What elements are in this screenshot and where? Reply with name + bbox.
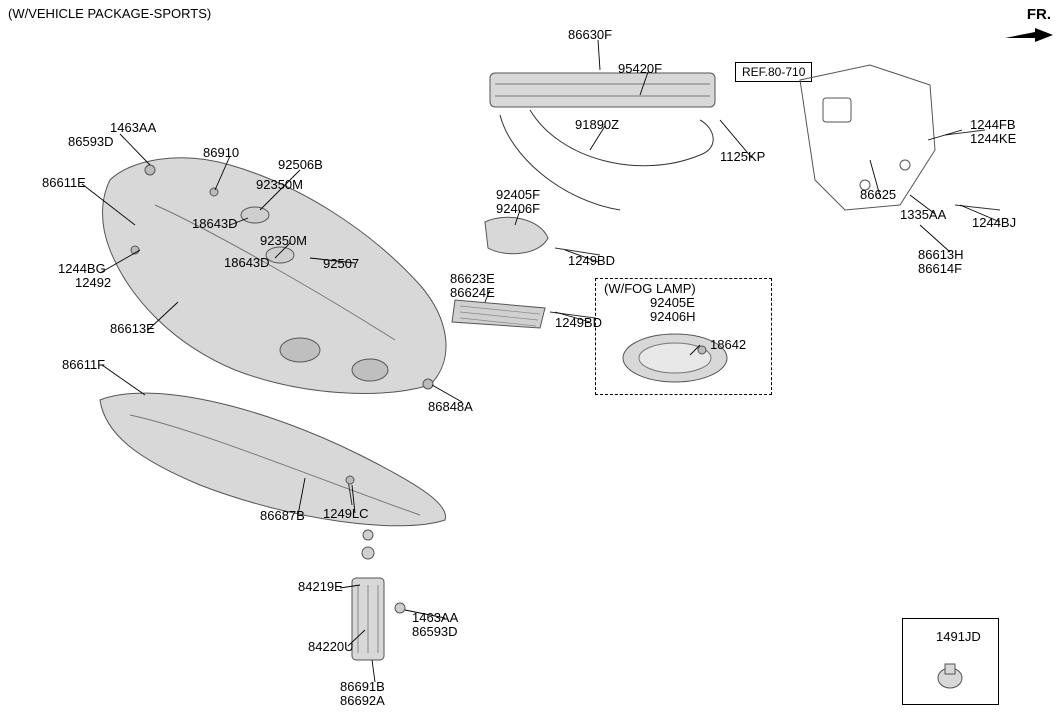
callout-label: 92507 (323, 257, 359, 271)
callout-label: 1249LC (323, 507, 369, 521)
callout-label: 1125KP (720, 150, 765, 164)
callout-label: 86625 (860, 188, 896, 202)
callout-label: 92350M (260, 234, 307, 248)
fr-label: FR. (1027, 6, 1051, 23)
callout-label: 1491JD (936, 630, 981, 644)
callout-label: 86593D (412, 625, 458, 639)
callout-label: 92506B (278, 158, 323, 172)
callout-label: 86687B (260, 509, 305, 523)
ref-box: REF.80-710 (735, 62, 812, 82)
bumper-upper (103, 158, 447, 394)
callout-label: 18643D (192, 217, 238, 231)
callout-label: 1244BJ (972, 216, 1016, 230)
callout-label: 86630F (568, 28, 612, 42)
callout-label: 86611E (42, 176, 86, 190)
callout-label: 86593D (68, 135, 114, 149)
callout-label: 92406F (496, 202, 540, 216)
callout-label: 1244KE (970, 132, 1016, 146)
deflector-left (352, 530, 405, 660)
callout-label: 86848A (428, 400, 473, 414)
bumper-lower (100, 393, 446, 526)
callout-label: 1249BD (555, 316, 602, 330)
callout-label: 86692A (340, 694, 385, 708)
callout-label: 91890Z (575, 118, 619, 132)
fr-arrow-icon (1005, 26, 1053, 44)
reflector-upper (485, 217, 600, 255)
callout-label: 86624E (450, 286, 495, 300)
callout-label: 84219E (298, 580, 343, 594)
leader-lines (82, 40, 1000, 682)
diagram-title: (W/VEHICLE PACKAGE-SPORTS) (8, 6, 211, 21)
callout-label: 1249BD (568, 254, 615, 268)
diagram-stage: (W/VEHICLE PACKAGE-SPORTS) FR. REF.80-71… (0, 0, 1063, 726)
callout-label: 86613E (110, 322, 155, 336)
callout-label: 18643D (224, 256, 270, 270)
callout-label: 1335AA (900, 208, 946, 222)
callout-label: 1463AA (110, 121, 156, 135)
callout-label: 84220U (308, 640, 354, 654)
callout-label: 86611F (62, 358, 105, 372)
callout-label: 18642 (710, 338, 746, 352)
callout-label: 12492 (75, 276, 111, 290)
callout-label: 92350M (256, 178, 303, 192)
callout-label: 92406H (650, 310, 696, 324)
callout-label: 86910 (203, 146, 239, 160)
callout-label: 95420F (618, 62, 662, 76)
callout-label: 86614F (918, 262, 962, 276)
